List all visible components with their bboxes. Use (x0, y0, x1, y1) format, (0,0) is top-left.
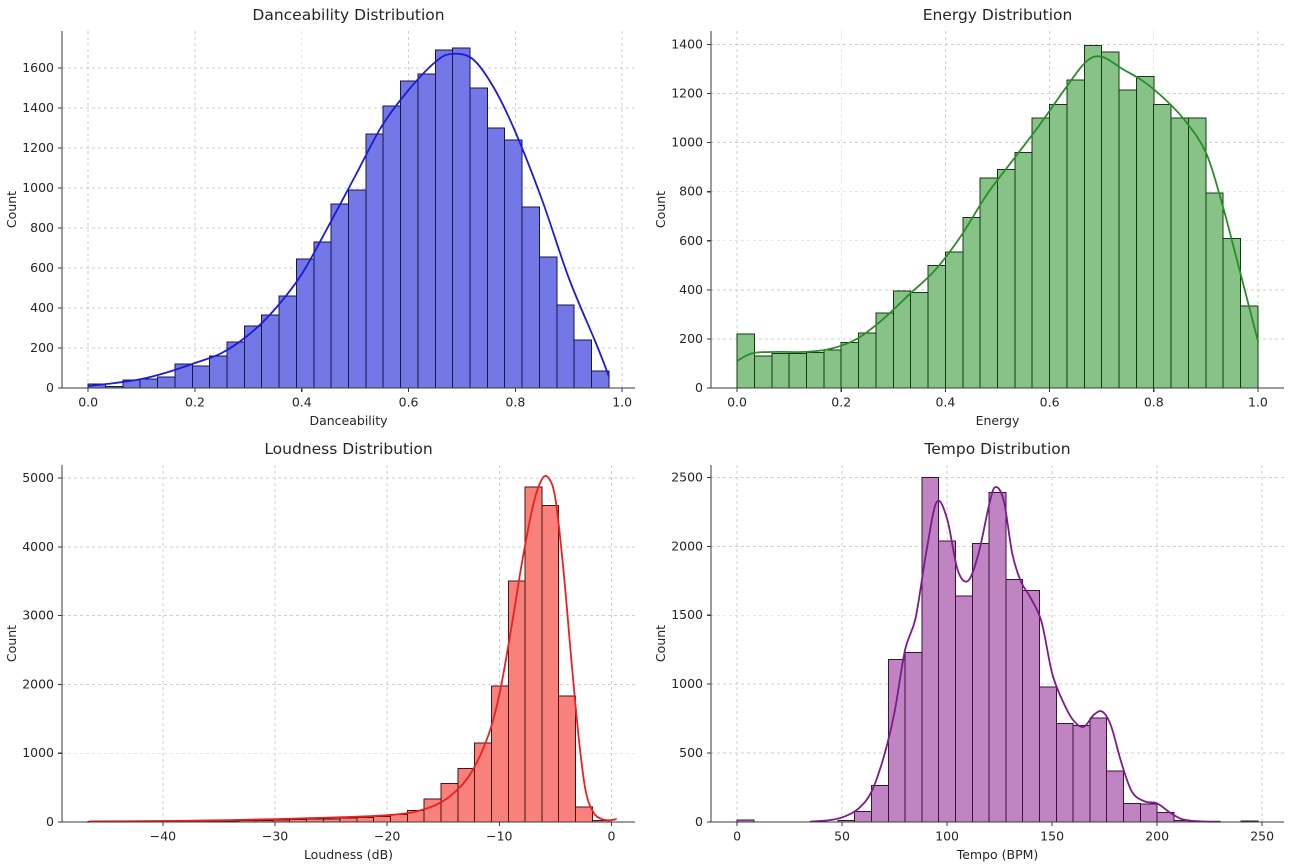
svg-text:200: 200 (679, 331, 703, 346)
svg-text:800: 800 (679, 184, 703, 199)
svg-text:0: 0 (733, 829, 741, 844)
svg-text:400: 400 (30, 300, 54, 315)
svg-text:0.2: 0.2 (831, 395, 851, 410)
svg-text:0: 0 (46, 380, 54, 395)
svg-text:4000: 4000 (22, 539, 54, 554)
svg-text:600: 600 (679, 233, 703, 248)
svg-text:200: 200 (1145, 829, 1169, 844)
svg-text:1.0: 1.0 (612, 395, 632, 410)
chart-cell-danceability: 0 200 400 600 800 1000 1200 1400 1600 0.0 0.2 0.4 0.… (0, 0, 649, 434)
svg-text:1.0: 1.0 (1248, 395, 1268, 410)
svg-text:−40: −40 (150, 829, 176, 844)
svg-text:150: 150 (1040, 829, 1064, 844)
svg-text:1400: 1400 (22, 100, 54, 115)
svg-text:Count: Count (653, 191, 668, 228)
svg-text:1600: 1600 (22, 60, 54, 75)
svg-text:Loudness (dB): Loudness (dB) (304, 847, 393, 862)
svg-text:Count: Count (4, 191, 19, 228)
svg-text:Tempo Distribution: Tempo Distribution (923, 440, 1070, 458)
svg-text:Count: Count (4, 625, 19, 662)
svg-text:Count: Count (653, 625, 668, 662)
svg-text:0.4: 0.4 (935, 395, 955, 410)
svg-text:−30: −30 (262, 829, 288, 844)
svg-text:2000: 2000 (22, 676, 54, 691)
chart-cell-loudness: 0 1000 2000 3000 4000 5000 −40 −30 −20 −10 0 Loudne… (0, 434, 649, 868)
svg-text:2000: 2000 (671, 538, 703, 553)
svg-text:−20: −20 (374, 829, 400, 844)
tempo-histogram-chart: 0 500 1000 1500 2000 2500 0 50 100 150 200 250 Tempo… (649, 434, 1298, 868)
energy-histogram-chart: 0 200 400 600 800 1000 1200 1400 0.0 0.2 0.4 0.6 0.8… (649, 0, 1298, 434)
svg-text:400: 400 (679, 282, 703, 297)
svg-text:−10: −10 (486, 829, 512, 844)
svg-text:50: 50 (834, 829, 850, 844)
svg-text:0.0: 0.0 (78, 395, 98, 410)
svg-text:0.0: 0.0 (727, 395, 747, 410)
svg-text:0: 0 (46, 814, 54, 829)
svg-text:800: 800 (30, 220, 54, 235)
svg-text:1200: 1200 (22, 140, 54, 155)
chart-cell-energy: 0 200 400 600 800 1000 1200 1400 0.0 0.2 0.4 0.6 0.8… (649, 0, 1298, 434)
svg-text:0.6: 0.6 (399, 395, 419, 410)
svg-text:100: 100 (935, 829, 959, 844)
svg-text:2500: 2500 (671, 469, 703, 484)
svg-text:Danceability: Danceability (309, 413, 388, 428)
svg-text:1000: 1000 (671, 676, 703, 691)
svg-text:0: 0 (695, 814, 703, 829)
svg-text:1500: 1500 (671, 607, 703, 622)
svg-text:Loudness Distribution: Loudness Distribution (264, 440, 432, 458)
svg-text:500: 500 (679, 745, 703, 760)
svg-text:1200: 1200 (671, 86, 703, 101)
svg-text:Energy Distribution: Energy Distribution (923, 6, 1073, 24)
svg-text:Energy: Energy (976, 413, 1020, 428)
svg-text:600: 600 (30, 260, 54, 275)
svg-text:5000: 5000 (22, 470, 54, 485)
svg-text:200: 200 (30, 340, 54, 355)
svg-text:0.4: 0.4 (292, 395, 312, 410)
svg-text:1000: 1000 (671, 135, 703, 150)
loudness-histogram-chart: 0 1000 2000 3000 4000 5000 −40 −30 −20 −10 0 Loudne… (0, 434, 649, 868)
svg-text:0.8: 0.8 (1144, 395, 1164, 410)
svg-text:0: 0 (607, 829, 615, 844)
svg-text:Danceability Distribution: Danceability Distribution (252, 6, 444, 24)
svg-text:0.6: 0.6 (1040, 395, 1060, 410)
svg-text:1400: 1400 (671, 36, 703, 51)
chart-cell-tempo: 0 500 1000 1500 2000 2500 0 50 100 150 200 250 Tempo… (649, 434, 1298, 868)
svg-text:1000: 1000 (22, 180, 54, 195)
svg-text:0.2: 0.2 (185, 395, 205, 410)
svg-text:0.8: 0.8 (505, 395, 525, 410)
svg-text:0: 0 (695, 380, 703, 395)
svg-text:Tempo (BPM): Tempo (BPM) (956, 847, 1039, 862)
danceability-histogram-chart: 0 200 400 600 800 1000 1200 1400 1600 0.0 0.2 0.4 0.… (0, 0, 649, 434)
svg-text:3000: 3000 (22, 608, 54, 623)
svg-text:1000: 1000 (22, 745, 54, 760)
svg-text:250: 250 (1250, 829, 1274, 844)
